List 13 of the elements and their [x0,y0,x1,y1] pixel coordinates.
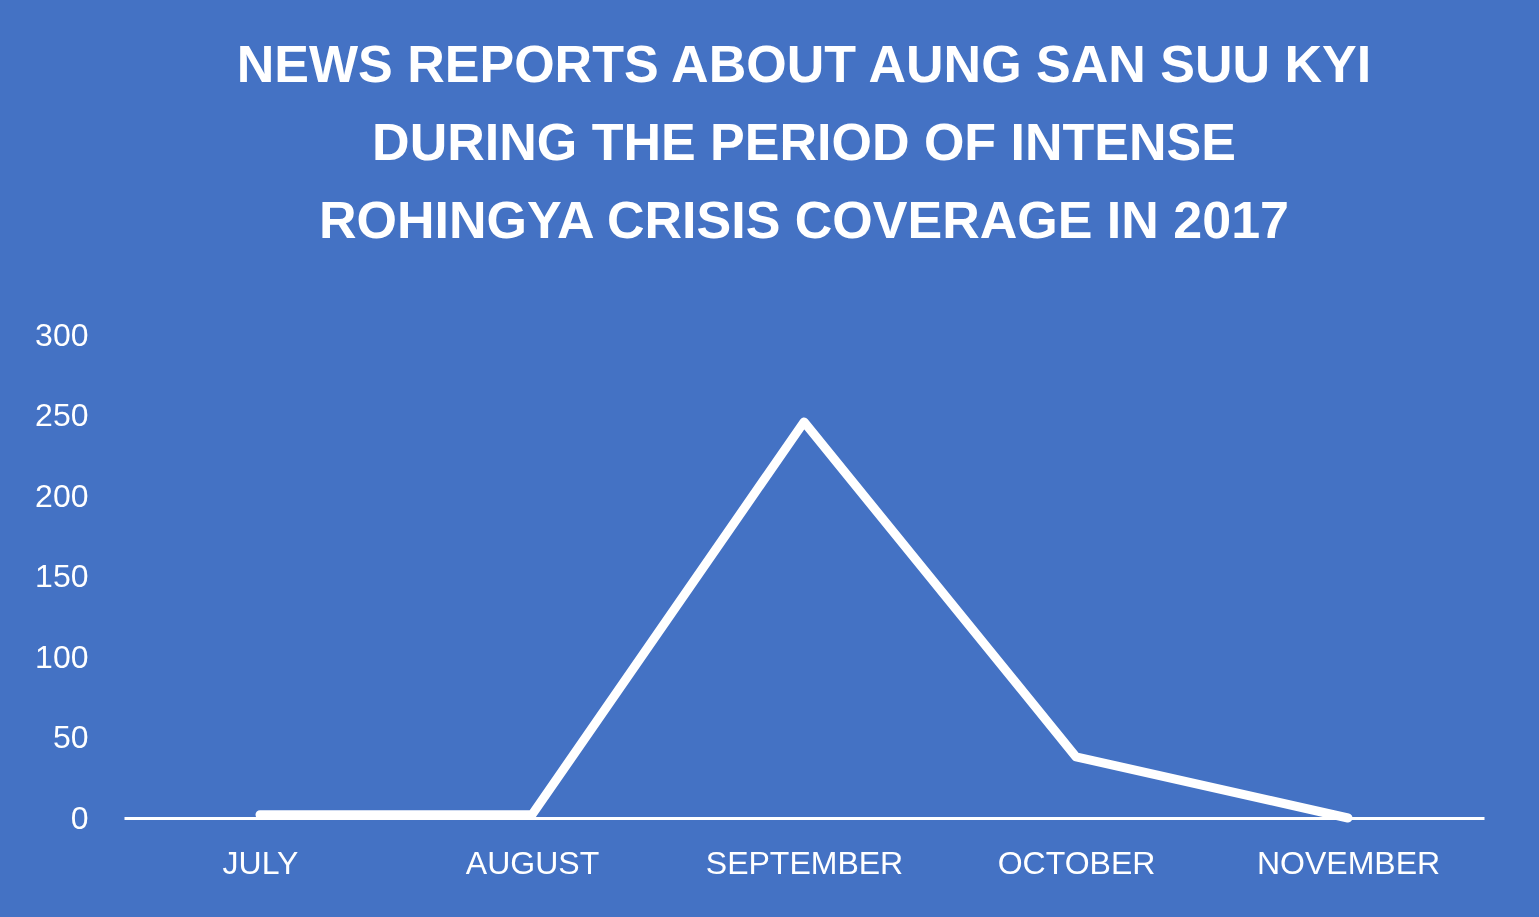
y-tick-label: 150 [35,558,89,594]
chart-title: NEWS REPORTS ABOUT AUNG SAN SUU KYI DURING THE PERIOD OF INTENSE ROHINGYA CRISIS COVERAGE IN 2017 [236,35,1372,249]
y-tick-label: 250 [35,397,89,433]
x-tick-label: SEPTEMBER [705,844,904,881]
y-tick-label: 100 [35,638,89,675]
y-tick-label: 200 [35,477,89,514]
x-tick-label: JULY [222,844,299,881]
y-tick-label: 50 [52,719,89,755]
x-tick-label: AUGUST [465,844,600,881]
x-tick-label: OCTOBER [997,844,1156,881]
y-tick-label: 300 [35,316,89,353]
x-tick-label: NOVEMBER [1256,844,1441,881]
y-tick-label: 0 [70,799,89,836]
